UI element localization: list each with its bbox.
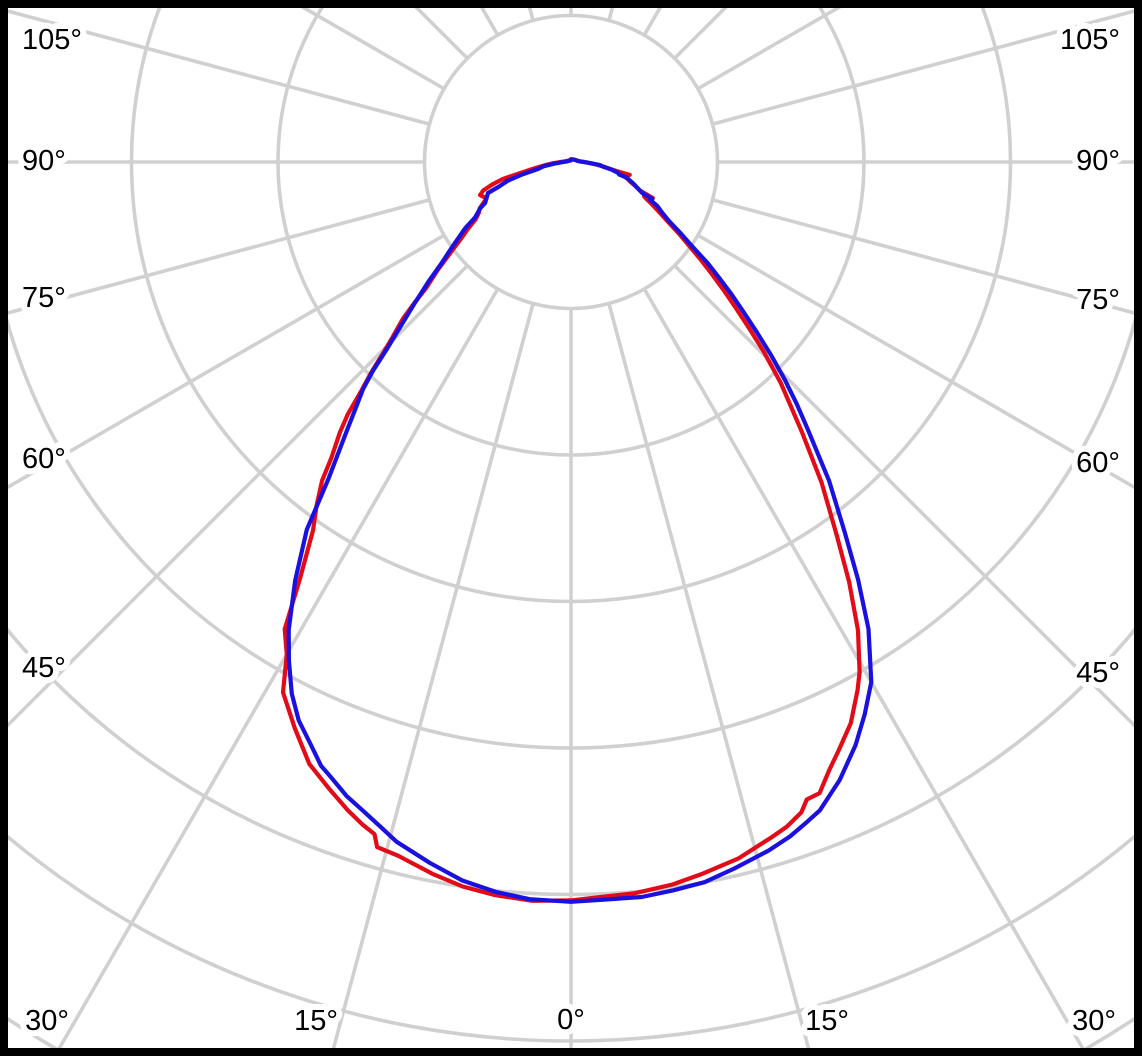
angle-tick-label: 45° bbox=[22, 652, 66, 684]
angle-tick-label: 90° bbox=[1076, 145, 1120, 177]
angle-tick-label: 30° bbox=[1072, 1005, 1116, 1037]
angle-tick-label: 105° bbox=[1060, 24, 1120, 56]
blue-curve bbox=[286, 157, 874, 904]
angle-tick-label: 75° bbox=[22, 282, 66, 314]
angle-tick-label: 60° bbox=[1076, 447, 1120, 479]
angle-labels: 105° 90° 75° 60° 45° 105° 90° 75° 60° 45° 30° 15° 0°… bbox=[16, 18, 1126, 1043]
angle-tick-label: 15° bbox=[294, 1005, 338, 1037]
angle-tick-label: 30° bbox=[25, 1005, 69, 1037]
angle-tick-label: 75° bbox=[1076, 284, 1120, 316]
angle-tick-label: 105° bbox=[22, 24, 82, 56]
angle-tick-label: 45° bbox=[1076, 657, 1120, 689]
angle-tick-label: 90° bbox=[22, 145, 66, 177]
angle-tick-label: 15° bbox=[805, 1005, 849, 1037]
angle-tick-label: 60° bbox=[22, 443, 66, 475]
angle-tick-label: 0° bbox=[557, 1004, 585, 1036]
intensity-curves bbox=[280, 157, 874, 904]
